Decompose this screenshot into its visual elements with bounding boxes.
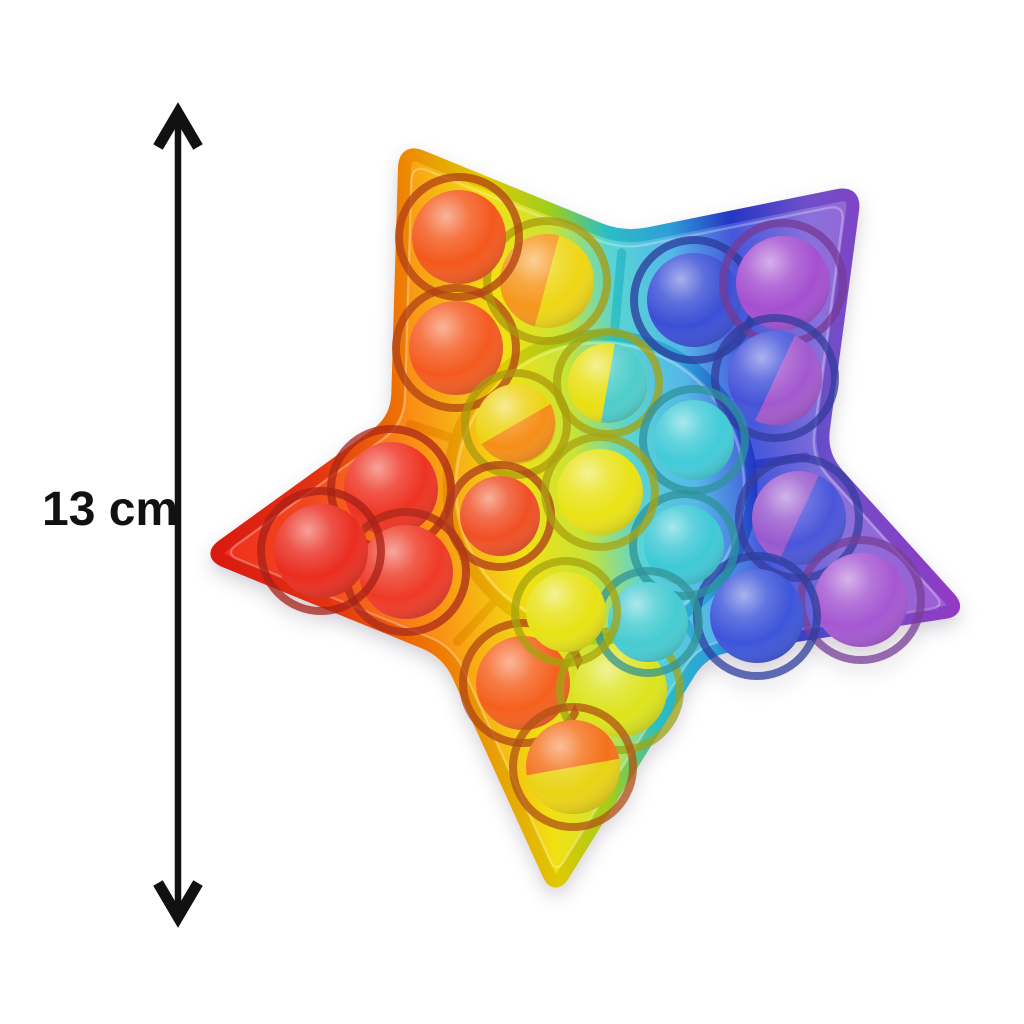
bubble-gloss	[710, 569, 804, 663]
bubble-gloss	[557, 449, 643, 535]
bubble-gloss	[344, 442, 438, 536]
pop-it-star-toy	[210, 148, 961, 888]
bubble-gloss	[500, 234, 594, 328]
pop-bubble-1	[392, 284, 520, 412]
pop-bubble-17	[553, 328, 663, 438]
ridge	[609, 248, 627, 345]
bubble-recess-ring	[392, 284, 520, 412]
pop-bubble-18	[639, 385, 749, 495]
pop-bubble-19	[629, 490, 739, 600]
pop-bubble-12	[509, 703, 637, 831]
bubble-recess-ring	[461, 369, 571, 479]
pop-bubble-15	[257, 487, 385, 615]
pop-bubble-7	[735, 454, 863, 582]
bubble-recess-ring	[541, 433, 659, 551]
pop-bubble-3	[395, 173, 523, 301]
bubble-gloss	[728, 331, 822, 425]
bubble-gloss	[608, 582, 688, 662]
pop-bubble-6	[711, 314, 839, 442]
bubble-gloss	[736, 236, 830, 330]
bubble-gloss	[274, 504, 368, 598]
bubble-gloss	[460, 476, 540, 556]
bubble-gloss	[647, 253, 741, 347]
arrow-head-down	[153, 880, 203, 928]
pop-bubble-21	[511, 557, 621, 667]
bubble-recess-ring	[509, 703, 637, 831]
bubble-recess-ring	[511, 557, 621, 667]
pop-bubble-16	[461, 369, 571, 479]
pop-bubble-20	[593, 567, 703, 677]
pop-bubble-22	[445, 461, 555, 571]
bubble-recess-ring	[257, 487, 385, 615]
measurement-arrow	[153, 102, 203, 928]
bubble-recess-ring	[629, 490, 739, 600]
arrow-head-up	[153, 102, 203, 150]
bubble-recess-ring	[395, 173, 523, 301]
bubble-gloss	[526, 720, 620, 814]
bubble-gloss	[654, 400, 734, 480]
bubble-gloss	[752, 471, 846, 565]
pop-bubble-23	[541, 433, 659, 551]
bubble-gloss	[412, 190, 506, 284]
bubble-recess-ring	[711, 314, 839, 442]
dimension-label: 13 cm	[42, 483, 179, 536]
bubble-recess-ring	[483, 217, 611, 345]
bubble-gloss	[409, 301, 503, 395]
bubble-gloss	[476, 384, 556, 464]
bubble-gloss	[568, 343, 648, 423]
pop-bubble-9	[693, 552, 821, 680]
pop-bubble-2	[483, 217, 611, 345]
bubble-gloss	[814, 553, 908, 647]
pop-bubble-8	[797, 536, 925, 664]
pop-bubble-4	[630, 236, 758, 364]
bubble-gloss	[644, 505, 724, 585]
star-groove	[229, 167, 941, 869]
ridge	[453, 591, 505, 647]
bubble-gloss	[526, 572, 606, 652]
